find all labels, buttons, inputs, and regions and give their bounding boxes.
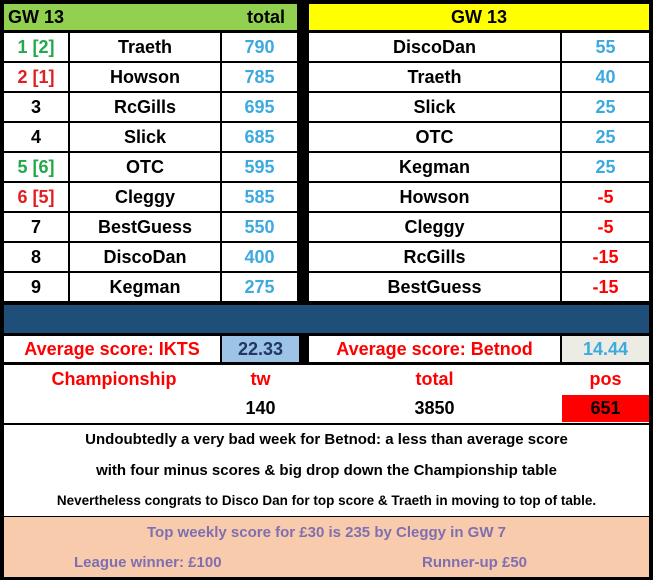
- standings-total: 790: [222, 33, 297, 61]
- weekly-player-name: Slick: [309, 93, 560, 121]
- standings-player-name: OTC: [70, 153, 220, 181]
- standings-rank: 4: [4, 123, 68, 151]
- standings-player-name: Traeth: [70, 33, 220, 61]
- championship-tw-label: tw: [250, 368, 271, 389]
- standings-player-name: BestGuess: [70, 213, 220, 241]
- commentary-line-3: Nevertheless congrats to Disco Dan for t…: [56, 493, 597, 508]
- standings-total: 400: [222, 243, 297, 271]
- weekly-score: 55: [562, 33, 649, 61]
- championship-label: Championship: [51, 368, 177, 389]
- standings-total: 695: [222, 93, 297, 121]
- divider-band: [4, 305, 649, 333]
- weekly-player-name: Traeth: [309, 63, 560, 91]
- championship-pos-label: pos: [589, 368, 622, 389]
- championship-panel: Championship tw total pos 140 3850 651: [4, 365, 649, 423]
- weekly-score: 25: [562, 123, 649, 151]
- standings-total: 585: [222, 183, 297, 211]
- right-table-header: GW 13: [309, 4, 649, 30]
- standings-rank: 6 [5]: [4, 183, 68, 211]
- league-winner-prize: League winner: £100: [74, 554, 222, 571]
- ikts-average-value: 22.33: [222, 336, 299, 362]
- weekly-player-name: OTC: [309, 123, 560, 151]
- standings-rank: 1 [2]: [4, 33, 68, 61]
- standings-player-name: Howson: [70, 63, 220, 91]
- standings-player-name: Kegman: [70, 273, 220, 301]
- weekly-score: 25: [562, 93, 649, 121]
- runner-up-prize: Runner-up £50: [422, 554, 528, 571]
- betnod-average-label: Average score: Betnod: [309, 336, 560, 362]
- standings-total: 785: [222, 63, 297, 91]
- standings-rank: 7: [4, 213, 68, 241]
- standings-player-name: Cleggy: [70, 183, 220, 211]
- betnod-average-value: 14.44: [562, 336, 649, 362]
- standings-player-name: DiscoDan: [70, 243, 220, 271]
- commentary-panel: Undoubtedly a very bad week for Betnod: …: [4, 425, 649, 516]
- weekly-player-name: RcGills: [309, 243, 560, 271]
- standings-total: 685: [222, 123, 297, 151]
- weekly-score: -15: [562, 243, 649, 271]
- left-header-total: total: [247, 7, 285, 27]
- prize-panel: Top weekly score for £30 is 235 by Clegg…: [4, 517, 649, 577]
- standings-rank: 5 [6]: [4, 153, 68, 181]
- standings-rank: 9: [4, 273, 68, 301]
- weekly-player-name: Kegman: [309, 153, 560, 181]
- weekly-player-name: Cleggy: [309, 213, 560, 241]
- standings-total: 595: [222, 153, 297, 181]
- championship-tw-value: 140: [245, 397, 276, 418]
- ikts-average-label: Average score: IKTS: [4, 336, 220, 362]
- standings-player-name: Slick: [70, 123, 220, 151]
- weekly-score: 25: [562, 153, 649, 181]
- weekly-player-name: BestGuess: [309, 273, 560, 301]
- standings-player-name: RcGills: [70, 93, 220, 121]
- championship-pos-value: 651: [562, 395, 649, 422]
- standings-total: 550: [222, 213, 297, 241]
- right-header-title: GW 13: [450, 6, 507, 27]
- weekly-score: -15: [562, 273, 649, 301]
- top-weekly-score-note: Top weekly score for £30 is 235 by Clegg…: [146, 524, 507, 541]
- left-header-title: GW 13: [8, 7, 65, 27]
- standings-rank: 3: [4, 93, 68, 121]
- championship-total-label: total: [415, 368, 454, 389]
- weekly-score: -5: [562, 183, 649, 211]
- weekly-player-name: DiscoDan: [309, 33, 560, 61]
- standings-total: 275: [222, 273, 297, 301]
- weekly-score: -5: [562, 213, 649, 241]
- weekly-score: 40: [562, 63, 649, 91]
- commentary-line-1: Undoubtedly a very bad week for Betnod: …: [85, 431, 568, 448]
- standings-rank: 8: [4, 243, 68, 271]
- standings-rank: 2 [1]: [4, 63, 68, 91]
- championship-total-value: 3850: [414, 397, 455, 418]
- left-table-header: GW 13 total: [4, 4, 297, 30]
- weekly-player-name: Howson: [309, 183, 560, 211]
- commentary-line-2: with four minus scores & big drop down t…: [96, 462, 557, 479]
